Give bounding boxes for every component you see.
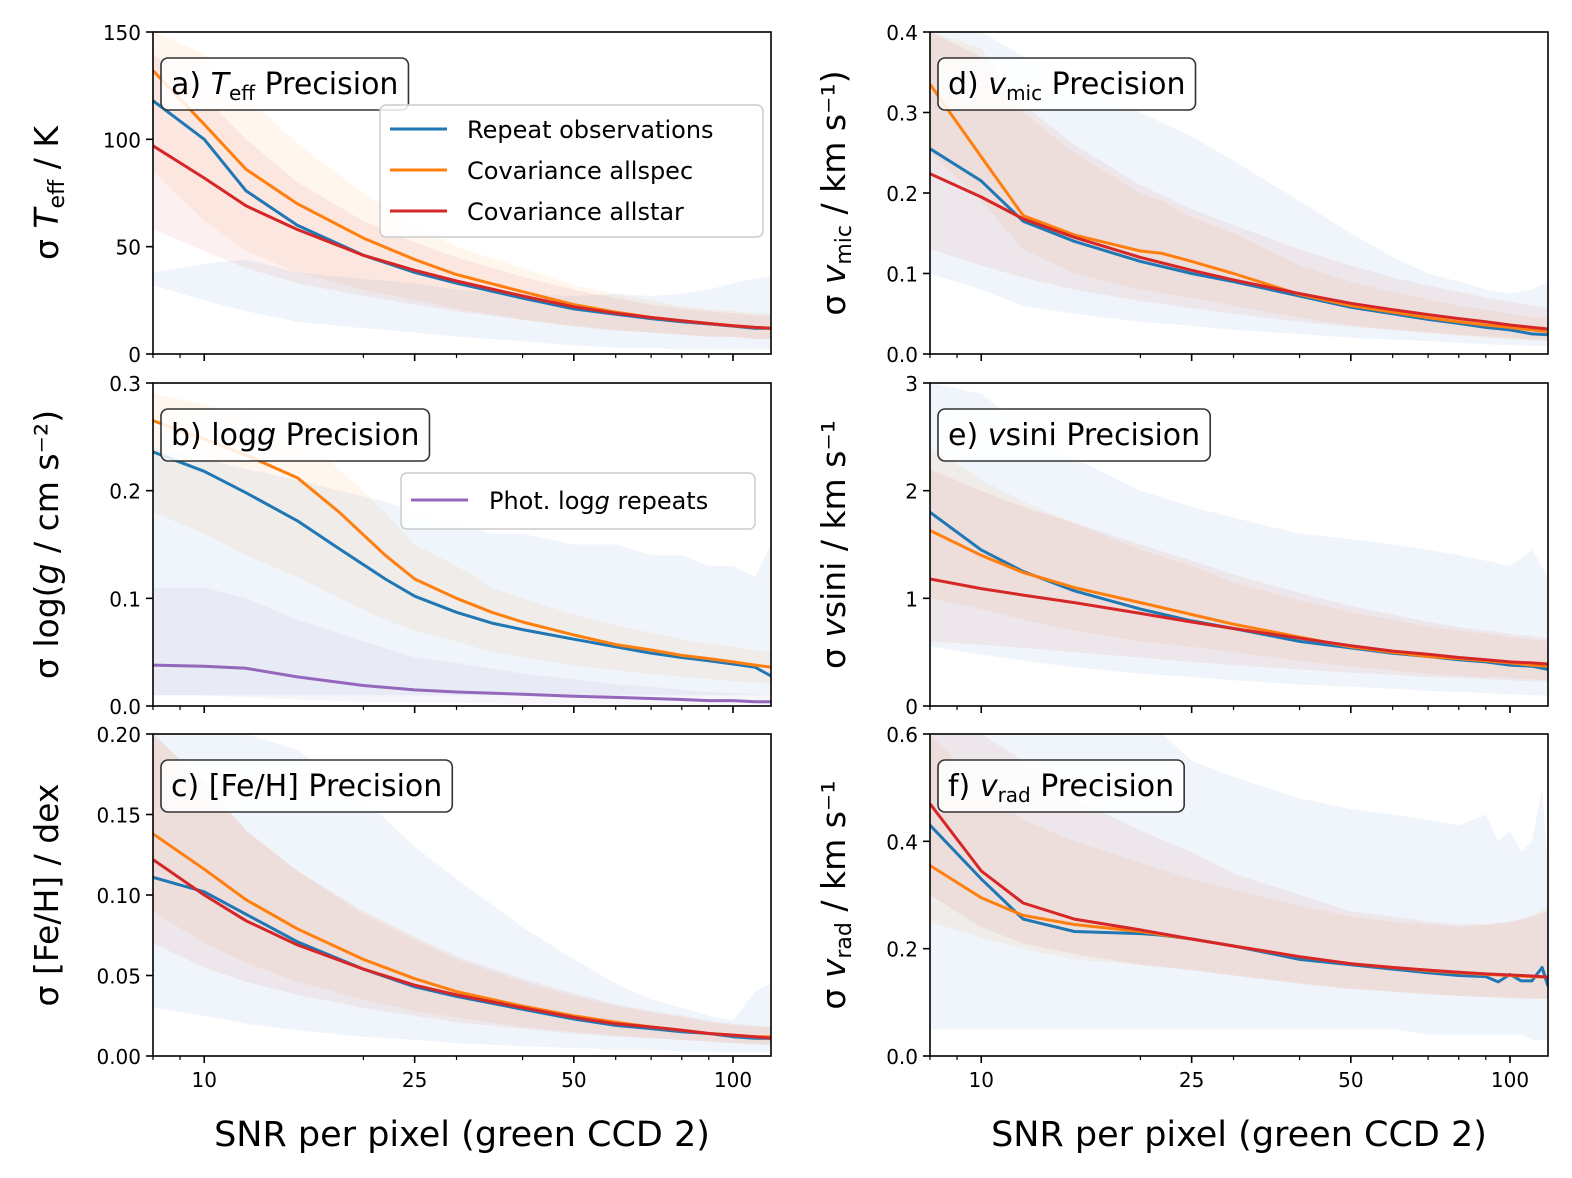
band-a-1 xyxy=(153,32,771,339)
ytick-label-f: 0.0 xyxy=(886,1045,918,1069)
xlabel-left: SNR per pixel (green CCD 2) xyxy=(214,1115,710,1155)
band-e-0 xyxy=(930,383,1548,696)
panel-title-c: c) [Fe/H] Precision xyxy=(160,759,454,813)
ytick-label-c: 0.05 xyxy=(96,965,141,989)
band-d-2 xyxy=(930,32,1548,341)
band-e-1 xyxy=(930,447,1548,681)
axes-frame-f xyxy=(929,733,1549,1057)
ylabel-c: σ [Fe/H] / dex xyxy=(27,784,66,1007)
ytick-label-e: 1 xyxy=(905,587,918,611)
plot-area-e xyxy=(930,383,1548,696)
series-line-d-2 xyxy=(930,172,1548,331)
band-b-2 xyxy=(153,587,771,705)
panel-title-e: e) vsini Precision xyxy=(937,408,1211,462)
ylabel-f: σ vrad / km s⁻¹ xyxy=(814,780,857,1009)
axes-frame-b xyxy=(152,382,772,707)
band-c-0 xyxy=(153,734,771,1053)
ytick-label-b: 0.2 xyxy=(109,480,141,504)
plot-area-a xyxy=(153,32,771,350)
xtick-label-f: 50 xyxy=(1338,1068,1363,1092)
series-line-b-0 xyxy=(153,450,771,678)
ytick-label-a: 0 xyxy=(128,343,141,367)
panel-b: 0.0 0.1 0.2 0.3 σ log(g / cm s⁻²) b) logg Pre… xyxy=(27,372,772,719)
svg-text:d) vmic Precision: d) vmic Precision xyxy=(948,67,1186,105)
series-line-a-2 xyxy=(153,144,771,330)
series-line-e-2 xyxy=(930,577,1548,666)
ytick-label-d: 0.2 xyxy=(886,182,918,206)
xtick-label-c: 25 xyxy=(402,1068,427,1092)
ytick-label-c: 0.00 xyxy=(96,1045,141,1069)
ylabel-d: σ vmic / km s⁻¹) xyxy=(814,70,857,315)
ytick-label-d: 0.1 xyxy=(886,263,918,287)
ytick-label-b: 0.1 xyxy=(109,587,141,611)
legend-entry-0: Repeat observations xyxy=(467,116,714,144)
svg-text:b) logg Precision: b) logg Precision xyxy=(171,418,419,453)
ytick-label-e: 0 xyxy=(905,695,918,719)
series-line-d-0 xyxy=(930,147,1548,337)
band-a-0 xyxy=(153,259,771,350)
axes-frame-e xyxy=(929,382,1549,707)
ytick-label-c: 0.10 xyxy=(96,884,141,908)
ytick-label-c: 0.15 xyxy=(96,804,141,828)
ytick-label-f: 0.2 xyxy=(886,938,918,962)
panel-a: 0 50 100 150 σ Teff / K a) Teff Precision xyxy=(27,21,772,367)
svg-text:c) [Fe/H] Precision: c) [Fe/H] Precision xyxy=(171,769,442,804)
xlabel-right: SNR per pixel (green CCD 2) xyxy=(991,1115,1487,1155)
legend-entry-1: Covariance allspec xyxy=(467,157,693,185)
ylabel-b: σ log(g / cm s⁻²) xyxy=(27,410,66,679)
ylabel-a: σ Teff / K xyxy=(27,125,70,260)
panel-title-a: a) Teff Precision xyxy=(160,57,410,111)
ytick-label-f: 0.4 xyxy=(886,830,918,854)
legend-entry-2: Covariance allstar xyxy=(467,198,684,226)
ytick-label-a: 50 xyxy=(116,236,141,260)
xtick-label-c: 100 xyxy=(714,1068,752,1092)
svg-text:a) Teff Precision: a) Teff Precision xyxy=(171,67,398,105)
band-e-2 xyxy=(930,469,1548,682)
ytick-label-b: 0.3 xyxy=(109,372,141,396)
panel-e: 0 1 2 3 σ vsini / km s⁻¹ e) vsini Precision xyxy=(814,372,1549,719)
legend-phot: Phot. logg repeats xyxy=(400,472,756,530)
ytick-label-e: 2 xyxy=(905,480,918,504)
ytick-label-c: 0.20 xyxy=(96,723,141,747)
band-c-1 xyxy=(153,734,771,1045)
ytick-label-e: 3 xyxy=(905,372,918,396)
panel-d: 0.0 0.1 0.2 0.3 0.4 σ vmic / km s⁻¹) d) vmic P… xyxy=(814,21,1549,367)
panel-c: 0.00 0.05 0.10 0.15 0.20 10 25 50 100 σ [Fe/H] / … xyxy=(27,723,772,1092)
series-line-b-2 xyxy=(153,663,771,704)
panel-title-d: d) vmic Precision xyxy=(937,57,1197,111)
xtick-label-c: 10 xyxy=(192,1068,217,1092)
xtick-label-c: 50 xyxy=(561,1068,586,1092)
ytick-label-a: 100 xyxy=(103,128,141,152)
svg-text:e) vsini Precision: e) vsini Precision xyxy=(948,418,1200,453)
ytick-label-d: 0.0 xyxy=(886,343,918,367)
ytick-label-d: 0.4 xyxy=(886,21,918,45)
panel-title-f: f) vrad Precision xyxy=(937,759,1185,813)
xtick-label-f: 10 xyxy=(969,1068,994,1092)
legend-main: Repeat observations Covariance allspec Cov… xyxy=(379,104,764,238)
panel-title-b: b) logg Precision xyxy=(160,408,431,462)
svg-text:f) vrad Precision: f) vrad Precision xyxy=(948,769,1174,807)
xtick-label-f: 100 xyxy=(1491,1068,1529,1092)
ytick-label-d: 0.3 xyxy=(886,102,918,126)
series-line-c-2 xyxy=(153,858,771,1040)
legend-entry-phot: Phot. logg repeats xyxy=(489,487,708,515)
axes-frame-a xyxy=(152,31,772,355)
series-line-f-2 xyxy=(930,802,1548,979)
band-a-2 xyxy=(153,53,771,339)
ytick-label-b: 0.0 xyxy=(109,695,141,719)
ytick-label-f: 0.6 xyxy=(886,723,918,747)
band-c-2 xyxy=(153,734,771,1045)
ytick-label-a: 150 xyxy=(103,21,141,45)
band-d-1 xyxy=(930,32,1548,342)
band-b-1 xyxy=(153,393,771,684)
series-line-b-1 xyxy=(153,419,771,669)
band-b-0 xyxy=(153,447,771,696)
ylabel-e: σ vsini / km s⁻¹ xyxy=(814,420,853,669)
plot-area-c xyxy=(153,734,771,1053)
xtick-label-f: 25 xyxy=(1179,1068,1204,1092)
plot-area-b xyxy=(153,393,771,705)
panel-f: 0.0 0.2 0.4 0.6 10 25 50 100 σ vrad / km s⁻¹ f) v… xyxy=(814,723,1549,1092)
